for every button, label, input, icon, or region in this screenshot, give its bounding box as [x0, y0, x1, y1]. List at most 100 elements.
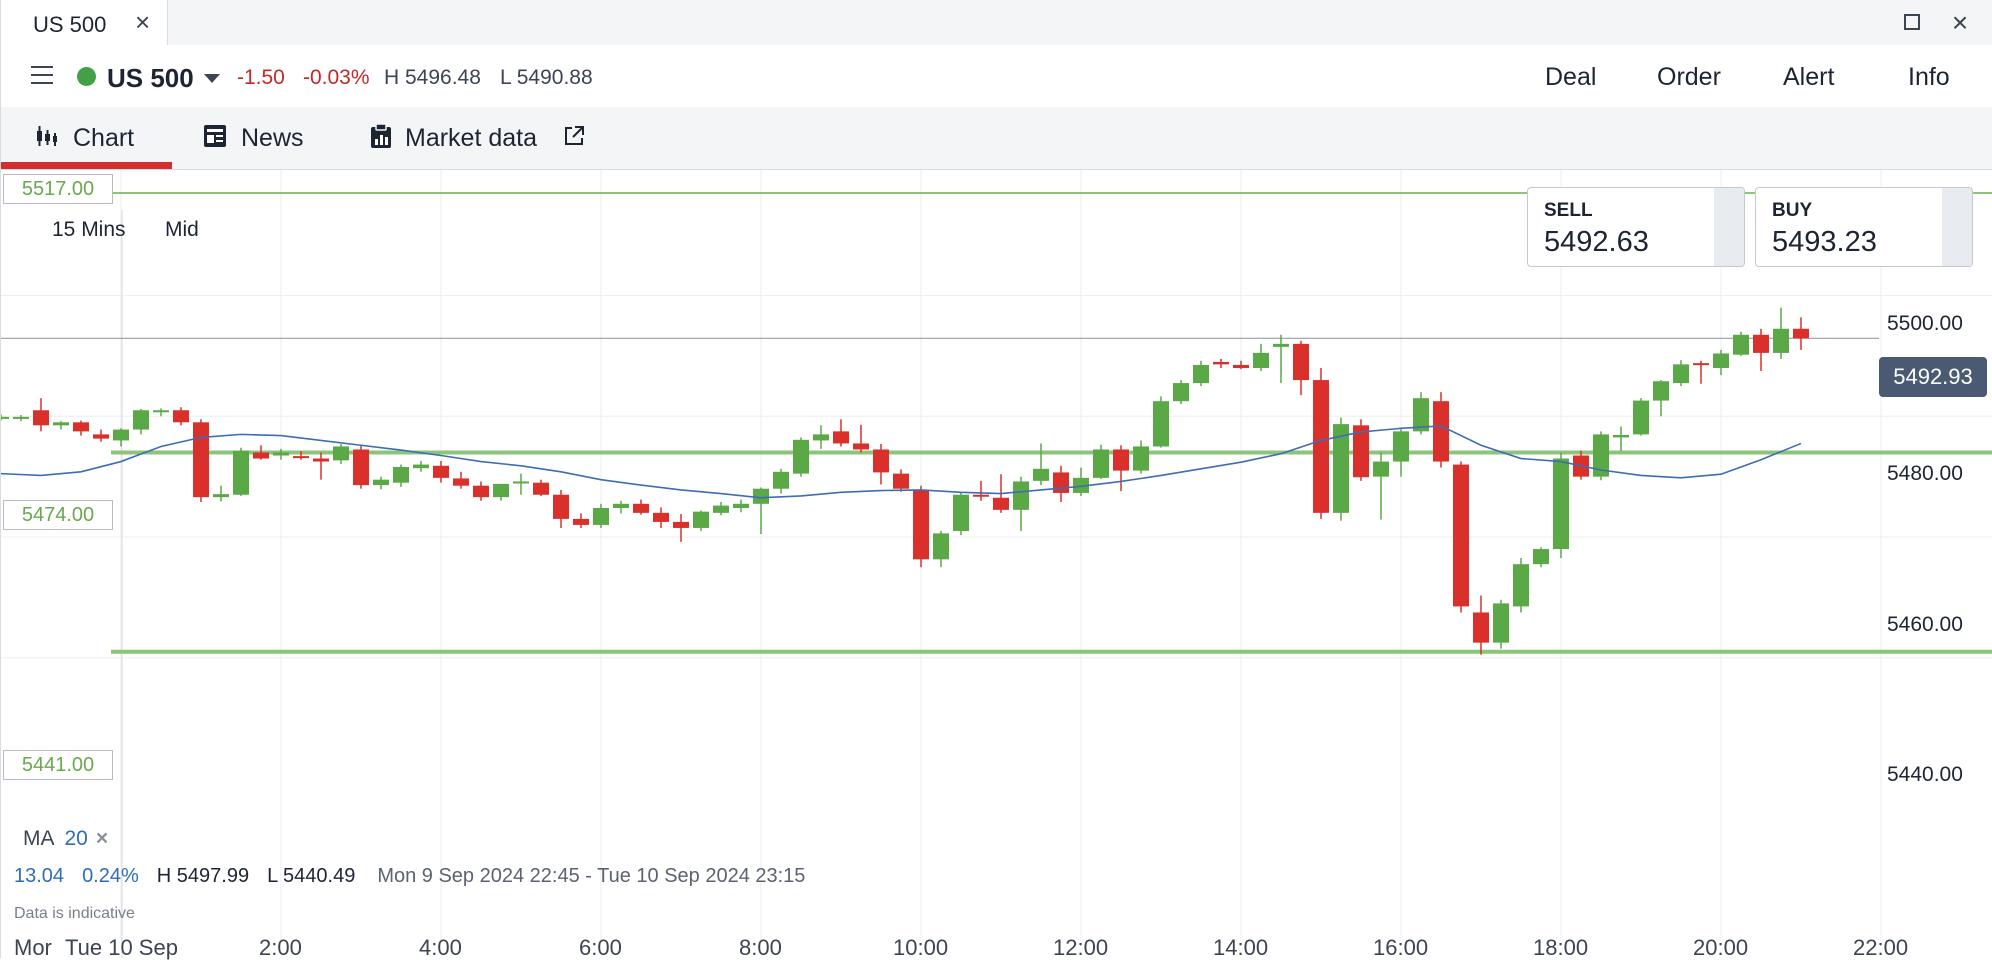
range-stats: 13.04 0.24% H 5497.99 L 5440.49 Mon 9 Sep 20… [14, 865, 805, 888]
price-change: -1.50 [237, 66, 285, 89]
candle-body [1533, 549, 1549, 565]
buy-price: 5493.23 [1772, 226, 1877, 258]
sell-price: 5492.63 [1544, 226, 1649, 258]
x-tick-label: 2:00 [259, 935, 302, 960]
indicator-label: MA [23, 827, 55, 850]
candle-body [493, 483, 509, 498]
candle-body [1233, 364, 1249, 368]
level-label-5517[interactable]: 5517.00 [3, 174, 113, 204]
x-tick-label: Tue 10 Sep [65, 935, 178, 960]
candle-body [1613, 434, 1629, 438]
candle-body [1453, 464, 1469, 607]
candle-body [1433, 401, 1449, 462]
tab-market-data-label: Market data [405, 124, 538, 152]
candle-body [1153, 401, 1169, 447]
tab-market-data[interactable]: Market data [367, 107, 597, 169]
order-button[interactable]: Order [1657, 63, 1721, 91]
candle-body [1393, 431, 1409, 462]
candle-body [73, 422, 89, 432]
close-icon[interactable]: × [135, 7, 151, 37]
candle-body [733, 503, 749, 509]
candle-body [453, 478, 469, 486]
price-type-selector[interactable]: Mid [165, 218, 199, 241]
x-tick-label: 12:00 [1053, 935, 1109, 960]
maximize-icon [1904, 14, 1920, 30]
candle-body [173, 410, 189, 423]
newspaper-icon [204, 125, 226, 147]
x-tick-label: Mor [14, 935, 52, 960]
candle-body [113, 429, 129, 441]
level-label-5441[interactable]: 5441.00 [3, 750, 113, 780]
buy-button[interactable]: BUY 5493.23 [1755, 187, 1973, 267]
candle-body [33, 410, 49, 426]
candle-body [53, 422, 69, 426]
candle-body [133, 410, 149, 430]
instrument-name[interactable]: US 500 [107, 63, 194, 93]
price-chart[interactable] [1, 170, 1992, 958]
y-tick-label: 5460.00 [1887, 613, 1963, 636]
chart-area[interactable]: 5517.00 5474.00 5441.00 15 Mins Mid SELL… [1, 170, 1992, 960]
candle-body [213, 494, 229, 498]
tab-news-label: News [241, 124, 304, 152]
clipboard-icon [371, 123, 391, 148]
chevron-down-icon[interactable] [204, 74, 220, 83]
alert-button[interactable]: Alert [1783, 63, 1835, 91]
candle-body [253, 452, 269, 459]
tab-chart-label: Chart [73, 124, 135, 152]
candle-body [953, 494, 969, 531]
candle-body [593, 508, 609, 525]
maximize-button[interactable] [1897, 8, 1927, 38]
indicator-period[interactable]: 20 [64, 827, 88, 850]
candle-body [1, 416, 9, 419]
candle-body [1313, 380, 1329, 513]
candle-body [273, 452, 289, 456]
candle-body [933, 533, 949, 560]
candle-body [93, 434, 109, 439]
sell-button[interactable]: SELL 5492.63 [1527, 187, 1745, 267]
current-price-tag: 5492.93 [1879, 357, 1987, 397]
candle-body [1093, 449, 1109, 478]
candle-body [993, 497, 1009, 510]
candle-body [1213, 361, 1229, 365]
candle-body [333, 446, 349, 461]
info-button[interactable]: Info [1908, 63, 1950, 91]
candle-body [653, 512, 669, 522]
y-tick-label: 5440.00 [1887, 763, 1963, 786]
candle-body [313, 458, 329, 462]
range-change: 13.04 [14, 865, 65, 887]
external-link-icon [565, 126, 584, 145]
interval-selector[interactable]: 15 Mins [52, 218, 126, 241]
level-label-5474[interactable]: 5474.00 [3, 500, 113, 530]
instrument-tab[interactable]: US 500 × [1, 0, 168, 46]
candle-body [633, 503, 649, 513]
buy-side-strip [1942, 188, 1972, 266]
candle-body [1593, 434, 1609, 477]
candle-body [673, 521, 689, 528]
menu-icon[interactable] [31, 66, 53, 86]
candle-body [1293, 343, 1309, 381]
candle-body [853, 443, 869, 450]
tab-chart[interactable]: Chart [1, 107, 172, 169]
x-tick-label: 18:00 [1533, 935, 1589, 960]
x-tick-label: 8:00 [739, 935, 782, 960]
candle-body [13, 416, 29, 419]
remove-indicator-icon[interactable]: × [95, 827, 109, 850]
view-tabs: Chart News Market data [1, 107, 1992, 170]
candle-body [1513, 564, 1529, 607]
deal-button[interactable]: Deal [1545, 63, 1597, 91]
candle-body [1413, 398, 1429, 432]
y-tick-label: 5500.00 [1887, 312, 1963, 335]
tab-news[interactable]: News [201, 107, 331, 169]
x-tick-label: 16:00 [1373, 935, 1429, 960]
range-low: L 5440.49 [267, 865, 356, 887]
candle-body [1033, 468, 1049, 481]
sell-label: SELL [1544, 200, 1593, 221]
window-close-button[interactable]: × [1951, 7, 1969, 38]
y-tick-label: 5480.00 [1887, 462, 1963, 485]
candle-body [293, 456, 309, 459]
candle-body [1633, 400, 1649, 435]
candle-body [1673, 364, 1689, 384]
candle-body [513, 481, 529, 484]
market-status-dot [77, 67, 96, 86]
x-tick-label: 22:00 [1853, 935, 1909, 960]
